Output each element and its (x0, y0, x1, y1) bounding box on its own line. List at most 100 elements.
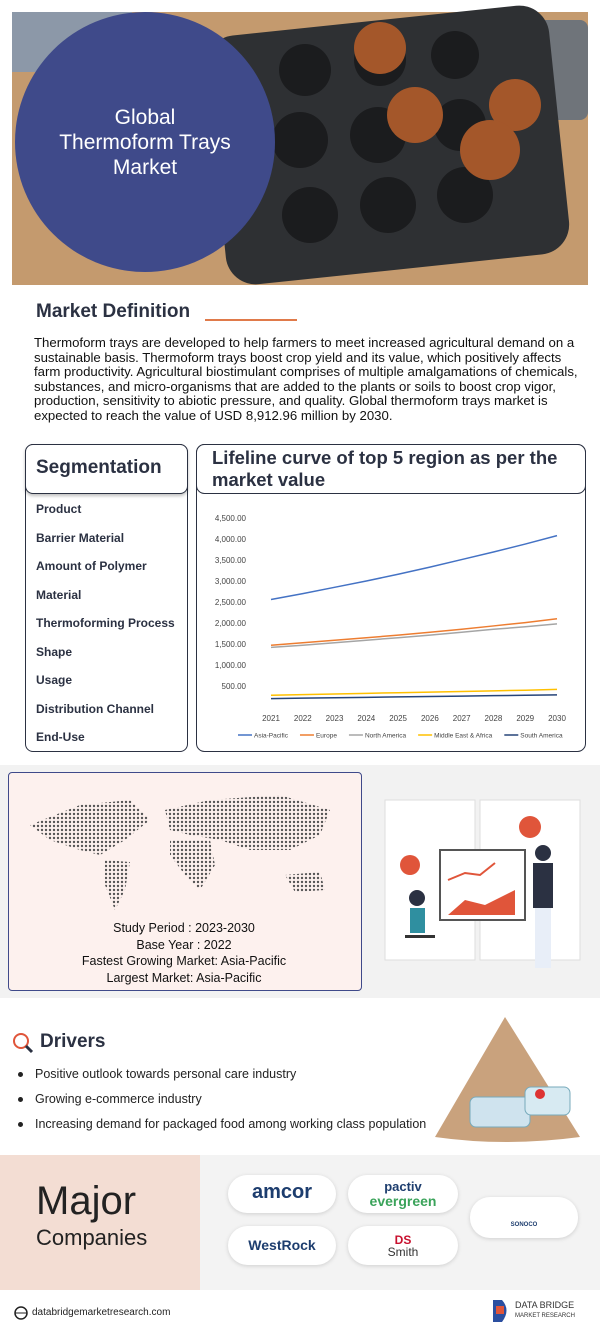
person-head (535, 845, 551, 861)
logo-text: evergreen (369, 1193, 437, 1209)
x-tick-label: 2028 (485, 714, 503, 723)
continents (30, 795, 330, 910)
person-head (409, 890, 425, 906)
x-tick-label: 2021 (262, 714, 280, 723)
icon (400, 855, 420, 875)
driver-item: Growing e-commerce industry (18, 1092, 202, 1106)
x-tick-label: 2027 (453, 714, 471, 723)
legend-label: Europe (316, 733, 337, 740)
brand-line: MARKET RESEARCH (515, 1313, 575, 1319)
legend-label: North America (365, 733, 407, 740)
chart: 500.00 1,000.00 1,500.00 2,000.00 2,500.00 3,… (196, 444, 586, 752)
logo-pill: DS Smith (348, 1226, 458, 1265)
companies-heading: Major (36, 1179, 137, 1223)
companies-heading-box (0, 1155, 200, 1290)
tomato (535, 1089, 545, 1099)
world-map (30, 795, 330, 910)
study-line: Largest Market: Asia-Pacific (106, 970, 262, 985)
logo-pill: WestRock (228, 1226, 336, 1265)
logo-text: DS (394, 1233, 412, 1247)
hero-image (12, 5, 588, 285)
logo-pill: SONOCO (470, 1197, 578, 1238)
x-tick-label: 2029 (516, 714, 534, 723)
study-line: Base Year : 2022 (136, 937, 232, 952)
y-tick-label: 2,000.00 (215, 619, 247, 628)
segment-item: Distribution Channel (36, 701, 154, 716)
segmentation-header (25, 444, 188, 494)
segment-item: Shape (36, 644, 73, 659)
logo-text: SONOCO (510, 1222, 538, 1228)
drivers-icon (13, 1033, 34, 1054)
chart-header (196, 444, 586, 494)
person-body (533, 863, 553, 908)
segment-item: Product (36, 502, 82, 516)
definition-text: Thermoform trays are developed to help f… (34, 335, 578, 423)
person-body (410, 908, 425, 933)
hero-title: Global Thermoform Trays Market (25, 105, 265, 180)
logo-text: amcor (251, 1181, 313, 1203)
y-tick-label: 1,500.00 (215, 640, 247, 649)
x-tick-label: 2025 (389, 714, 407, 723)
icon (519, 816, 541, 838)
brand-line: DATA BRIDGE (515, 1300, 575, 1310)
legend-label: Asia-Pacific (254, 733, 289, 740)
title-circle (15, 12, 275, 272)
muffins (354, 22, 541, 180)
analyst-illustration (384, 799, 581, 968)
globe-icon (14, 1306, 28, 1320)
heading-rule (205, 319, 297, 321)
brand: DATA BRIDGE MARKET RESEARCH (515, 1300, 575, 1322)
container (469, 1096, 531, 1128)
desk (405, 935, 435, 938)
x-tick-label: 2030 (548, 714, 566, 723)
logo-pill: pactiv evergreen (348, 1175, 458, 1213)
series-line (270, 688, 558, 696)
logo-pill: amcor (228, 1175, 336, 1213)
segment-item: Material (36, 587, 82, 602)
x-tick-label: 2026 (421, 714, 439, 723)
study-text: Study Period : 2023-2030 Base Year : 202… (8, 920, 360, 986)
person-legs (535, 908, 551, 968)
title-line: Thermoform Trays (59, 131, 231, 154)
container (524, 1086, 571, 1116)
series-line (270, 623, 558, 649)
board-area (448, 890, 515, 915)
series-line (270, 534, 558, 601)
study-line: Fastest Growing Market: Asia-Pacific (81, 954, 287, 968)
driver-item: Positive outlook towards personal care i… (18, 1067, 296, 1081)
section-heading: Segmentation (36, 457, 162, 478)
website: databridgemarketresearch.com (32, 1307, 171, 1318)
legend-label: Middle East & Africa (434, 733, 493, 740)
series-line (270, 694, 558, 700)
y-tick-label: 4,500.00 (215, 514, 247, 523)
series-line (270, 618, 558, 647)
y-tick-label: 4,000.00 (215, 535, 247, 544)
section-heading: Drivers (40, 1031, 106, 1052)
brand-icon (493, 1300, 507, 1322)
section-heading: Market Definition (36, 301, 191, 322)
y-tick-label: 3,000.00 (215, 577, 247, 586)
logo-text: Smith (387, 1245, 419, 1259)
x-tick-label: 2022 (294, 714, 312, 723)
x-tick-label: 2024 (357, 714, 375, 723)
driver-item: Increasing demand for packaged food amon… (18, 1117, 426, 1131)
y-tick-label: 500.00 (222, 682, 247, 691)
segment-item: Amount of Polymer (36, 559, 147, 573)
title-line: Global (114, 106, 176, 129)
logo-text: WestRock (248, 1237, 316, 1253)
logo-text: pactiv (384, 1179, 422, 1194)
y-tick-label: 3,500.00 (215, 556, 247, 565)
board-line (447, 862, 496, 881)
x-tick-label: 2023 (326, 714, 344, 723)
food-image (435, 1017, 580, 1142)
segment-item: End-Use (36, 730, 85, 744)
study-line: Study Period : 2023-2030 (113, 921, 255, 935)
y-tick-label: 1,000.00 (215, 661, 247, 670)
legend-label: South America (520, 733, 563, 740)
companies-heading: Companies (36, 1225, 148, 1250)
segment-item: Thermoforming Process (36, 616, 175, 630)
segment-item: Usage (36, 673, 73, 687)
segment-item: Barrier Material (36, 530, 125, 545)
chart-title: Lifeline curve of top 5 region as per th… (212, 447, 558, 490)
